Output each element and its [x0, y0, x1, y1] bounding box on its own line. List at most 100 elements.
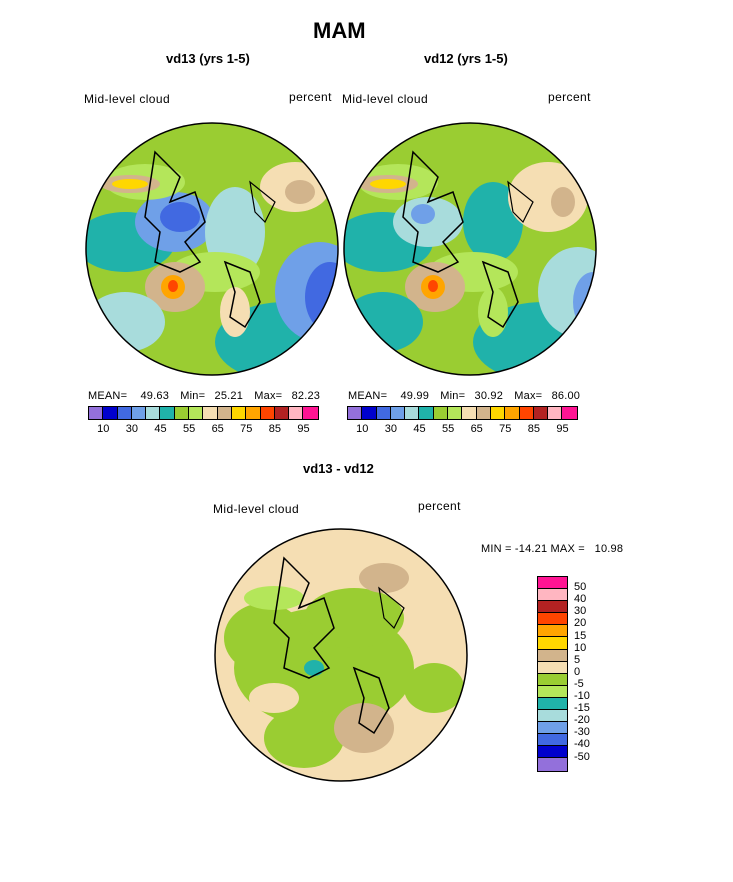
panel2-colorbar-swatch — [505, 407, 520, 419]
panel2-colorbar — [347, 406, 578, 420]
panel1-colorbar-swatch — [103, 407, 118, 419]
panel1-colorbar-swatch — [246, 407, 261, 419]
panel1-colorbar-swatch — [174, 407, 190, 419]
diff-colorbar-swatch — [538, 625, 567, 638]
panel1-colorbar-swatch — [289, 407, 304, 419]
diff-colorbar-label: -50 — [574, 750, 590, 763]
panel2-colorbar-tick-label: 45 — [413, 423, 426, 435]
panel2-max-label: Max= — [514, 390, 543, 402]
panel1-colorbar-tick-label: 95 — [297, 423, 310, 435]
diff-colorbar-swatch — [538, 649, 567, 662]
diff-colorbar-label: 20 — [574, 617, 587, 630]
panel2-colorbar-swatch — [476, 407, 491, 419]
diff-colorbar-label: 5 — [574, 653, 581, 666]
diff-colorbar-swatch — [538, 697, 567, 711]
panel2-colorbar-tick-label: 95 — [556, 423, 569, 435]
panel2-variable-label: Mid-level cloud — [342, 92, 429, 106]
panel2-colorbar-swatch — [405, 407, 420, 419]
diff-colorbar-label: 50 — [574, 581, 587, 594]
diff-colorbar-label: 15 — [574, 629, 587, 642]
panel1-colorbar-swatch — [89, 407, 104, 419]
panel1-colorbar-swatch — [160, 407, 175, 419]
panel2-mean-label: MEAN= — [348, 390, 388, 402]
panel1-colorbar-tick-label: 65 — [211, 423, 224, 435]
diff-colorbar-swatch — [538, 661, 567, 674]
diff-colorbar-label: -30 — [574, 726, 590, 739]
panel2-colorbar-tick-label: 65 — [470, 423, 483, 435]
panel1-mean-label: MEAN= — [88, 390, 128, 402]
panel2-title: vd12 (yrs 1-5) — [424, 51, 508, 66]
figure-title: MAM — [313, 18, 366, 43]
panel1-colorbar-swatch — [260, 407, 275, 419]
diff-colorbar-swatch — [538, 746, 567, 759]
panel2-colorbar-swatch — [462, 407, 477, 419]
panel1-colorbar-tick-label: 30 — [125, 423, 139, 435]
diff-colorbar-swatch — [538, 601, 567, 614]
diff-colorbar-label: 10 — [574, 641, 587, 654]
panel1-colorbar-tick-label: 45 — [154, 423, 167, 435]
panel2-colorbar-tick-label: 55 — [441, 423, 455, 435]
panel2-colorbar-swatch — [533, 407, 549, 419]
panel1-min-value: 25.21 — [214, 390, 244, 402]
panel3-title: vd13 - vd12 — [303, 461, 374, 476]
panel1-colorbar-swatch — [274, 407, 290, 419]
panel2-colorbar-swatch — [490, 407, 506, 419]
diff-colorbar-swatch — [538, 613, 567, 626]
diff-colorbar-swatch — [538, 722, 567, 735]
panel2-colorbar-swatch — [448, 407, 463, 419]
diff-colorbar-label: -15 — [574, 702, 590, 715]
diff-colorbar-swatch — [538, 734, 567, 747]
panel3-units-label: percent — [418, 499, 461, 513]
panel2-mean-value: 49.99 — [400, 390, 430, 402]
panel2-colorbar-swatch — [548, 407, 563, 419]
panel2-colorbar-tick-label: 10 — [356, 423, 369, 435]
panel1-max-value: 82.23 — [291, 390, 321, 402]
panel2-map — [343, 122, 597, 376]
diff-colorbar-label: -20 — [574, 714, 590, 727]
panel1-title: vd13 (yrs 1-5) — [166, 51, 250, 66]
panel2-units-label: percent — [548, 90, 591, 104]
panel3-variable-label: Mid-level cloud — [213, 502, 300, 516]
panel2-colorbar-swatch — [562, 407, 577, 419]
panel1-min-label: Min= — [180, 390, 206, 402]
diff-colorbar-swatch — [538, 758, 567, 771]
panel1-colorbar-swatch — [117, 407, 132, 419]
panel1-colorbar-tick-label: 85 — [268, 423, 282, 435]
panel2-colorbar-tick-label: 85 — [527, 423, 541, 435]
panel3-minmax: MIN = -14.21 MAX = 10.98 — [481, 543, 624, 555]
panel1-colorbar-swatch — [131, 407, 147, 419]
panel2-colorbar-tick-label: 75 — [499, 423, 512, 435]
panel1-colorbar — [88, 406, 319, 420]
panel1-colorbar-tick-label: 10 — [97, 423, 110, 435]
diff-colorbar-swatch — [538, 685, 567, 698]
panel1-map — [85, 122, 339, 376]
panel2-colorbar-swatch — [519, 407, 534, 419]
panel1-colorbar-tick-label: 55 — [182, 423, 196, 435]
panel3-map — [214, 528, 468, 782]
diff-colorbar-swatch — [538, 589, 567, 602]
panel1-colorbar-swatch — [231, 407, 247, 419]
panel1-colorbar-tick-label: 75 — [240, 423, 253, 435]
diff-colorbar-label: -40 — [574, 738, 590, 751]
panel2-colorbar-tick-label: 30 — [384, 423, 398, 435]
panel2-colorbar-swatch — [376, 407, 391, 419]
panel1-variable-label: Mid-level cloud — [84, 92, 171, 106]
panel2-stats: MEAN= 49.99 Min= 30.92 Max= 86.00 — [348, 390, 580, 402]
panel1-max-label: Max= — [254, 390, 283, 402]
diff-colorbar-swatch — [538, 673, 567, 686]
diff-colorbar-swatch — [538, 710, 567, 723]
panel2-max-value: 86.00 — [551, 390, 581, 402]
diff-colorbar-label: -10 — [574, 690, 590, 702]
diff-colorbar-label: 30 — [574, 605, 587, 618]
panel1-mean-value: 49.63 — [140, 390, 170, 402]
panel1-stats: MEAN= 49.63 Min= 25.21 Max= 82.23 — [88, 390, 320, 402]
diff-colorbar-swatch — [538, 577, 567, 590]
diff-colorbar — [537, 576, 568, 772]
panel1-colorbar-swatch — [189, 407, 204, 419]
panel1-colorbar-swatch — [146, 407, 161, 419]
panel2-min-value: 30.92 — [474, 390, 504, 402]
panel1-colorbar-swatch — [303, 407, 318, 419]
diff-colorbar-label: -5 — [574, 677, 584, 690]
diff-colorbar-swatch — [538, 637, 567, 650]
panel1-colorbar-swatch — [203, 407, 218, 419]
